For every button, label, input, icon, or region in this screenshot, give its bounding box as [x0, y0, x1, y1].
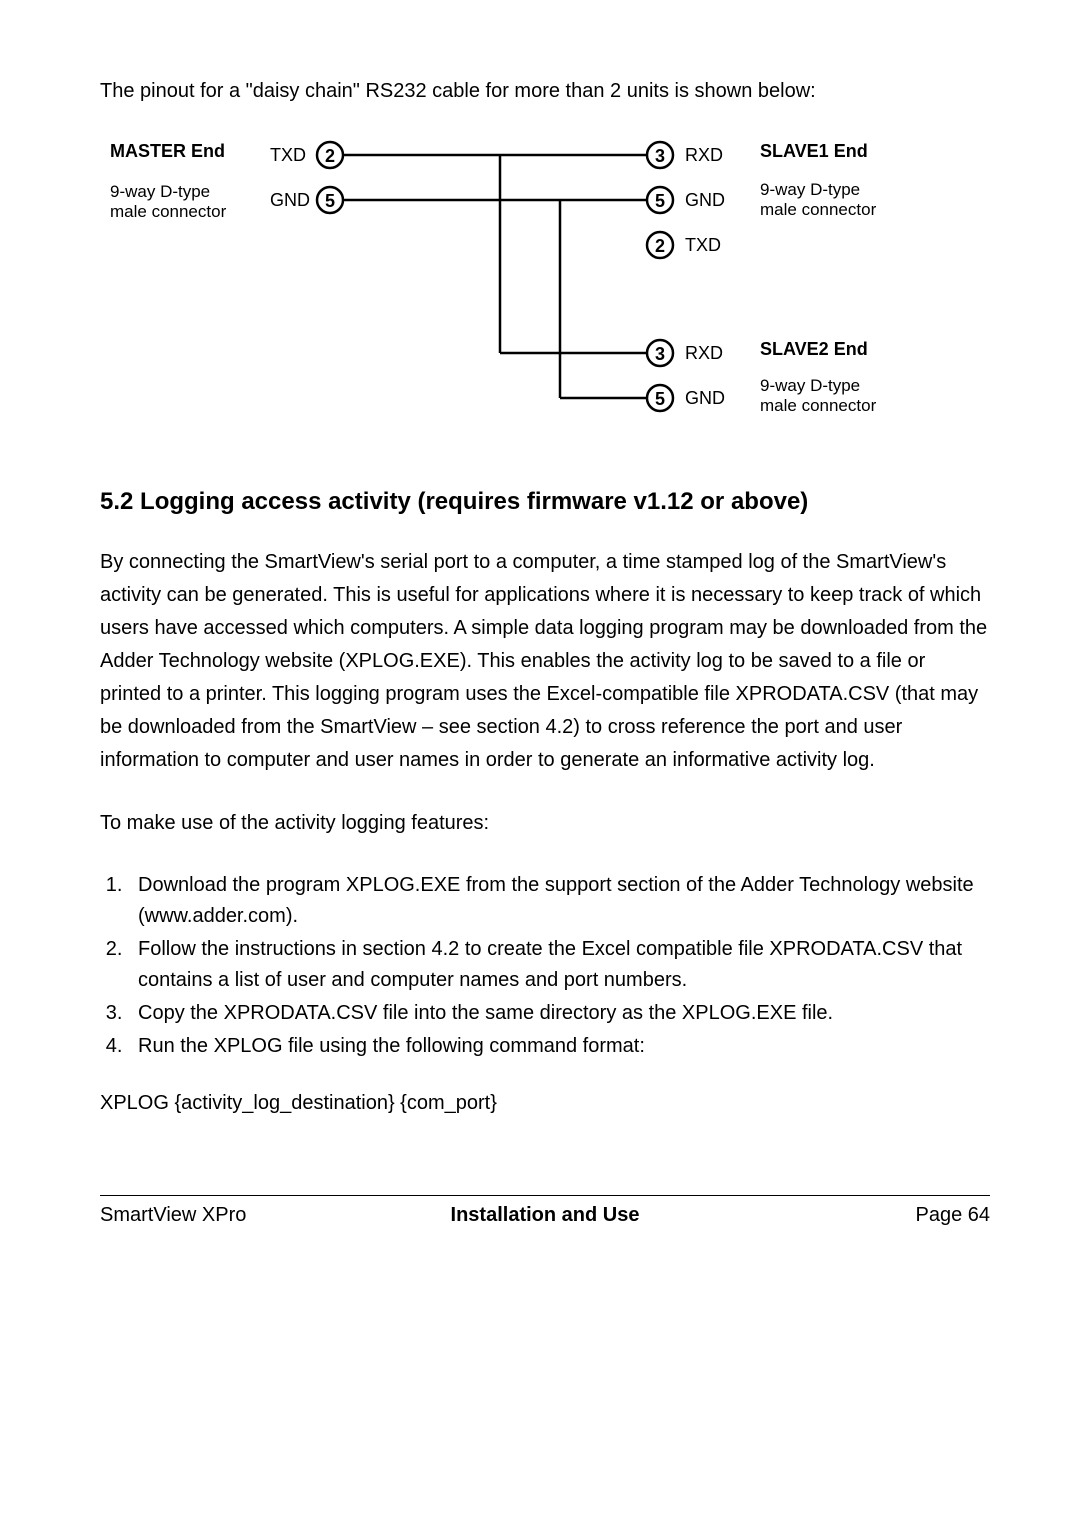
slave2-pin5-num: 5	[655, 389, 665, 409]
slave1-txd-label: TXD	[685, 235, 721, 255]
slave2-sub1: 9-way D-type	[760, 376, 860, 395]
master-pin5-num: 5	[325, 191, 335, 211]
slave2-sub2: male connector	[760, 396, 877, 415]
paragraph-2: To make use of the activity logging feat…	[100, 807, 990, 840]
section-heading: 5.2 Logging access activity (requires fi…	[100, 488, 990, 516]
step-4: Run the XPLOG file using the following c…	[128, 1031, 990, 1062]
slave2-gnd-label: GND	[685, 388, 725, 408]
master-txd-label: TXD	[270, 145, 306, 165]
master-pin2-num: 2	[325, 146, 335, 166]
master-sub1: 9-way D-type	[110, 182, 210, 201]
pinout-diagram: MASTER End 9-way D-type male connector T…	[100, 133, 990, 438]
slave1-gnd-label: GND	[685, 190, 725, 210]
command-line: XPLOG {activity_log_destination} {com_po…	[100, 1092, 990, 1115]
footer: SmartView XPro Installation and Use Page…	[100, 1204, 990, 1227]
slave1-rxd-label: RXD	[685, 145, 723, 165]
slave1-pin2-num: 2	[655, 236, 665, 256]
slave2-pin3-num: 3	[655, 344, 665, 364]
slave2-title: SLAVE2 End	[760, 339, 868, 359]
master-title: MASTER End	[110, 141, 225, 161]
master-sub2: male connector	[110, 202, 227, 221]
wire-group	[343, 155, 647, 398]
paragraph-1: By connecting the SmartView's serial por…	[100, 546, 990, 777]
step-2: Follow the instructions in section 4.2 t…	[128, 934, 990, 996]
slave1-sub2: male connector	[760, 200, 877, 219]
slave1-pin3-num: 3	[655, 146, 665, 166]
slave2-rxd-label: RXD	[685, 343, 723, 363]
intro-text: The pinout for a "daisy chain" RS232 cab…	[100, 80, 990, 103]
master-gnd-label: GND	[270, 190, 310, 210]
slave1-sub1: 9-way D-type	[760, 180, 860, 199]
footer-left: SmartView XPro	[100, 1204, 397, 1227]
footer-center: Installation and Use	[397, 1204, 694, 1227]
slave1-title: SLAVE1 End	[760, 141, 868, 161]
slave1-pin5-num: 5	[655, 191, 665, 211]
footer-rule	[100, 1195, 990, 1196]
step-1: Download the program XPLOG.EXE from the …	[128, 870, 990, 932]
footer-right: Page 64	[693, 1204, 990, 1227]
steps-list: Download the program XPLOG.EXE from the …	[100, 870, 990, 1062]
step-3: Copy the XPRODATA.CSV file into the same…	[128, 998, 990, 1029]
